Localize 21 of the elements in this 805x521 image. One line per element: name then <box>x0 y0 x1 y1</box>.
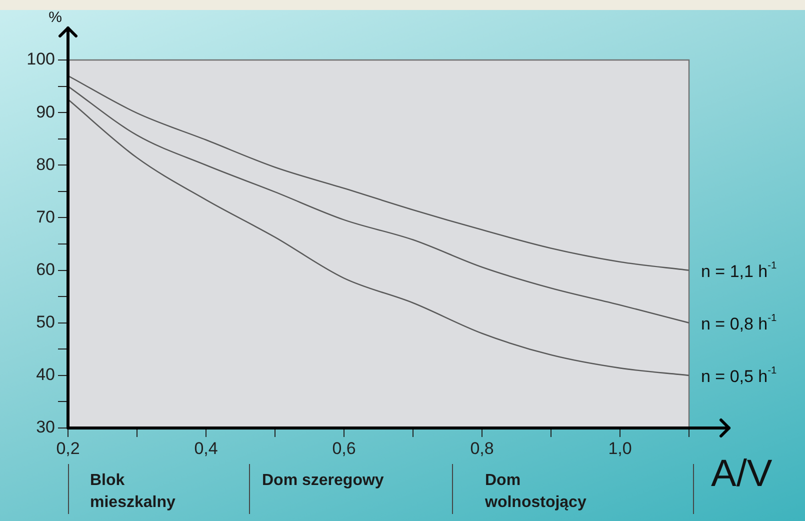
y-tick-label: 100 <box>26 50 55 69</box>
text: Blok mieszkalny <box>90 471 176 513</box>
x-tick-label: 0,2 <box>56 438 80 458</box>
y-tick-label: 90 <box>36 102 55 122</box>
y-tick-label: 80 <box>36 154 55 174</box>
line-series <box>68 75 689 271</box>
y-tick-label: 60 <box>36 260 55 279</box>
y-tick-label: 50 <box>36 312 55 332</box>
text: Dom wolnostojący <box>485 471 588 513</box>
line-series <box>68 86 689 324</box>
y-tick-label: 40 <box>36 365 55 384</box>
y-axis-title: % <box>48 9 62 26</box>
x-tick-label: 0,6 <box>332 438 356 458</box>
x-tick-label: 0,8 <box>470 438 494 458</box>
x-axis-title: A/V <box>711 453 773 495</box>
text: Dom szeregowy <box>262 471 385 491</box>
line-series <box>68 98 689 376</box>
y-tick-label: 30 <box>36 418 55 437</box>
x-tick-label: 0,4 <box>194 438 218 458</box>
x-tick-label: 1,0 <box>608 438 632 458</box>
y-tick-label: 70 <box>36 207 55 226</box>
